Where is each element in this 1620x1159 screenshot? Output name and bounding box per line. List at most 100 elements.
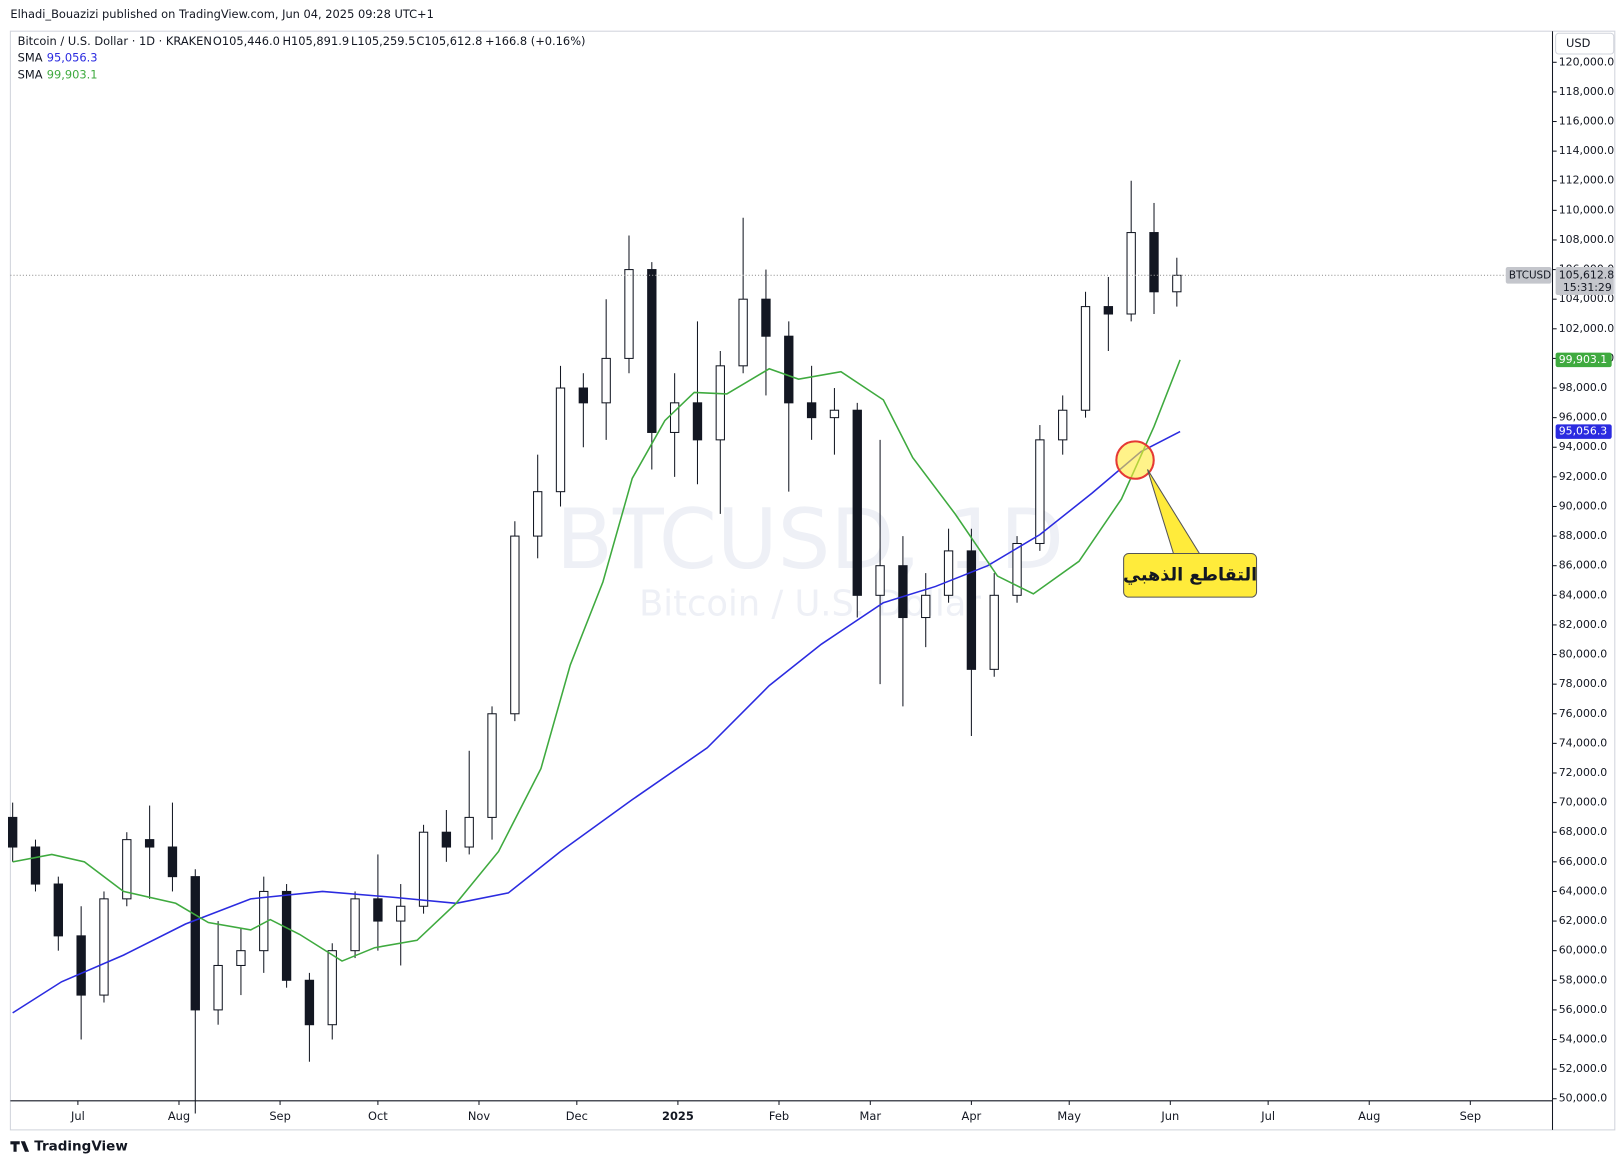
candle-body: [624, 269, 634, 359]
legend-sma-value: 95,056.3: [47, 51, 98, 65]
candle-body: [327, 950, 337, 1026]
legend-change: +166.8 (+0.16%): [485, 34, 586, 48]
y-tick-label: 64,000.0: [1559, 884, 1608, 897]
legend-sma-name: SMA: [18, 67, 43, 81]
candle-body: [1058, 409, 1068, 441]
candle-body: [167, 846, 178, 878]
currency: USD: [1566, 36, 1591, 50]
candle-body: [875, 565, 885, 596]
candle-body: [784, 335, 794, 404]
chart-frame: [9, 30, 1616, 1131]
logo-icon: [10, 1141, 30, 1152]
x-tick-label: Mar: [860, 1109, 882, 1123]
candle-body: [76, 935, 86, 996]
candle-body: [601, 357, 611, 404]
candle-body: [1012, 542, 1022, 596]
candle-body: [487, 713, 497, 818]
candle-body: [510, 535, 520, 715]
x-tick-label: May: [1057, 1109, 1081, 1123]
legend: Bitcoin / U.S. Dollar · 1D · KRAKEN O105…: [18, 34, 586, 81]
candle-body: [921, 594, 931, 619]
candle-body: [555, 387, 566, 493]
currency-button[interactable]: [1555, 32, 1615, 55]
y-tick-label: 104,000.0: [1559, 292, 1614, 305]
y-tick-label: 70,000.0: [1559, 796, 1608, 809]
candle-body: [99, 898, 109, 996]
candle-body: [236, 950, 246, 966]
y-tick-label: 88,000.0: [1559, 529, 1608, 542]
x-tick-label: Feb: [769, 1109, 789, 1123]
y-tick-label: 54,000.0: [1559, 1033, 1608, 1046]
candle-body: [396, 905, 406, 922]
candle-body: [761, 298, 771, 337]
candle-body: [806, 402, 817, 419]
candle-body: [578, 387, 589, 404]
candle-body: [30, 846, 41, 885]
legend-open: O105,446.0: [213, 34, 280, 48]
sma-line: [12, 359, 1181, 962]
x-tick-label: Aug: [168, 1109, 190, 1123]
y-tick-label: 108,000.0: [1559, 233, 1614, 246]
candle-body: [1126, 232, 1136, 315]
legend-sma-value: 99,903.1: [47, 67, 98, 81]
last-price-tag: [1555, 267, 1614, 296]
y-tick-label: 50,000.0: [1559, 1092, 1608, 1105]
candle-body: [738, 298, 748, 367]
x-tick-label: Dec: [566, 1109, 588, 1123]
candle-body: [304, 979, 315, 1026]
candle-body: [647, 269, 657, 433]
candle-body: [373, 898, 383, 922]
candle-body: [1035, 439, 1045, 545]
candle-body: [829, 409, 840, 419]
legend-high: H105,891.9: [282, 34, 349, 48]
annotation: التقاطع الذهبي: [1123, 565, 1257, 585]
candle-body: [1149, 232, 1159, 293]
sma-price-tag: [1555, 352, 1612, 368]
candle-body: [350, 898, 360, 952]
cross-marker: [1115, 440, 1155, 480]
candle-body: [1080, 306, 1091, 411]
candle-body: [715, 365, 725, 441]
candle-body: [898, 565, 908, 619]
candle-body: [1172, 274, 1182, 293]
y-tick-label: 82,000.0: [1559, 618, 1608, 631]
candle-body: [464, 816, 474, 848]
y-tick-label: 62,000.0: [1559, 914, 1608, 927]
y-tick-label: 90,000.0: [1559, 499, 1608, 512]
x-tick-label: Sep: [1460, 1109, 1482, 1123]
legend-low: L105,259.5: [351, 34, 415, 48]
candle-body: [144, 839, 155, 848]
candle-body: [692, 402, 703, 441]
watermark-symbol: BTCUSD, 1D: [556, 491, 1064, 588]
y-tick-label: 86,000.0: [1559, 559, 1608, 572]
y-tick-label: 76,000.0: [1559, 707, 1608, 720]
x-tick-label: Nov: [468, 1109, 491, 1123]
x-tick-label: Jun: [1160, 1109, 1179, 1123]
y-tick-label: 72,000.0: [1559, 766, 1608, 779]
y-tick-label: 58,000.0: [1559, 973, 1608, 986]
y-tick-label: 110,000.0: [1559, 203, 1614, 216]
legend-close: C105,612.8: [416, 34, 482, 48]
y-tick-label: 56,000.0: [1559, 1003, 1608, 1016]
y-tick-label: 80,000.0: [1559, 648, 1608, 661]
candle-body: [441, 831, 452, 848]
ticker-label: BTCUSD: [1509, 269, 1551, 281]
x-tick-label: Apr: [962, 1109, 982, 1123]
sma-line: [12, 430, 1181, 1014]
y-tick-label: 120,000.0: [1559, 55, 1614, 68]
legend-symbol: Bitcoin / U.S. Dollar · 1D · KRAKEN: [18, 34, 212, 48]
y-tick-label: 114,000.0: [1559, 144, 1614, 157]
y-tick-label: 66,000.0: [1559, 855, 1608, 868]
y-tick-label: 118,000.0: [1559, 85, 1614, 98]
candle-body: [533, 491, 543, 537]
legend-sma-name: SMA: [18, 51, 43, 65]
candle-body: [989, 594, 999, 670]
callout-box: [1123, 553, 1258, 598]
x-tick-label: 2025: [662, 1109, 694, 1123]
sma-price-label: 99,903.1: [1559, 353, 1608, 366]
y-tick-label: 84,000.0: [1559, 588, 1608, 601]
y-tick-label: 52,000.0: [1559, 1062, 1608, 1075]
y-tick-label: 92,000.0: [1559, 470, 1608, 483]
countdown: 15:31:29: [1563, 281, 1612, 294]
